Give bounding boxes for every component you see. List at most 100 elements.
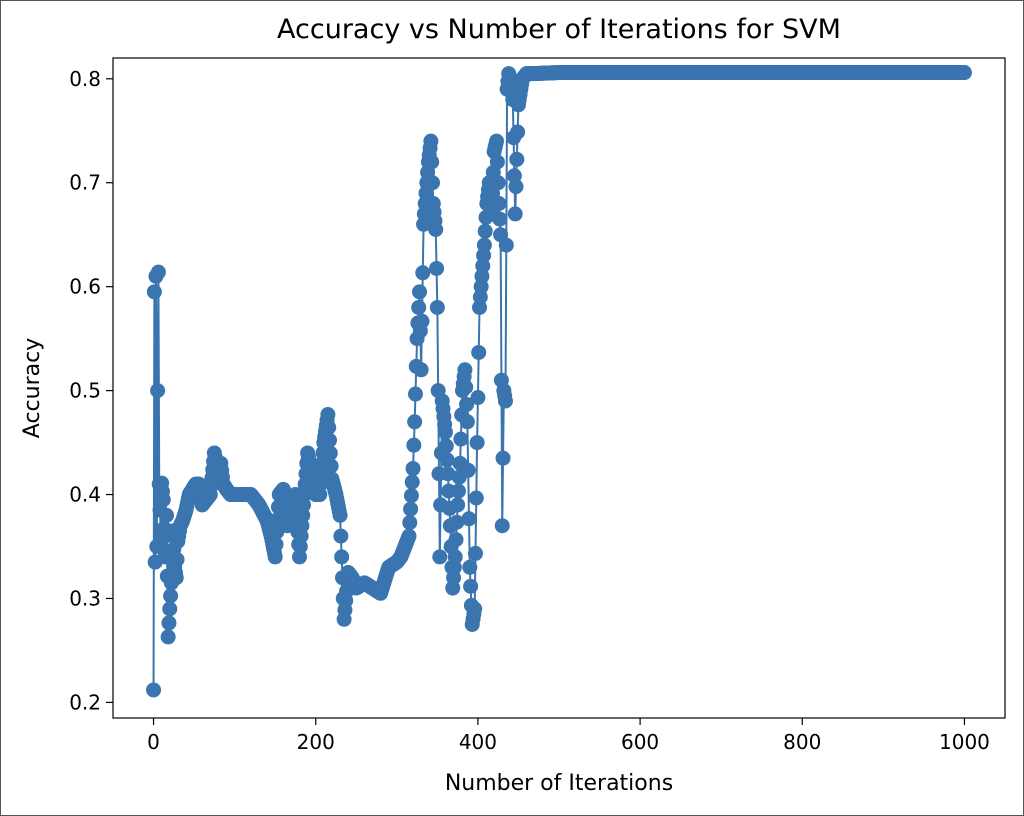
y-tick-label: 0.6 xyxy=(69,275,101,299)
data-point xyxy=(429,260,445,276)
chart-title: Accuracy vs Number of Iterations for SVM xyxy=(277,14,841,45)
x-axis-label: Number of Iterations xyxy=(445,771,673,796)
data-point xyxy=(160,629,176,645)
data-point xyxy=(403,501,419,517)
data-point xyxy=(439,452,455,468)
y-tick-label: 0.8 xyxy=(69,67,101,91)
data-point xyxy=(469,435,485,451)
data-point xyxy=(268,536,284,552)
data-point xyxy=(402,515,418,531)
data-point xyxy=(150,264,166,280)
series-layer xyxy=(146,65,972,698)
data-point xyxy=(453,431,469,447)
x-tick-label: 200 xyxy=(297,730,335,754)
x-tick-label: 0 xyxy=(147,730,160,754)
y-tick-label: 0.5 xyxy=(69,379,101,403)
data-point xyxy=(507,206,523,222)
data-point xyxy=(460,462,476,478)
data-point xyxy=(322,432,338,448)
data-point xyxy=(146,682,162,698)
data-point xyxy=(267,549,283,565)
x-tick-label: 1000 xyxy=(939,730,990,754)
data-point xyxy=(407,386,423,402)
data-point xyxy=(323,458,339,474)
data-point xyxy=(459,396,475,412)
data-point xyxy=(405,461,421,477)
data-point xyxy=(413,362,429,378)
y-axis: 0.2 0.3 0.4 0.5 0.6 0.7 0.8 xyxy=(69,67,113,714)
data-point xyxy=(491,196,507,212)
data-point xyxy=(403,488,419,504)
data-point xyxy=(404,474,420,490)
data-point xyxy=(448,532,464,548)
data-point xyxy=(463,578,479,594)
data-point xyxy=(490,175,506,191)
data-point xyxy=(510,124,526,140)
data-point xyxy=(489,154,505,170)
data-point xyxy=(162,601,178,617)
x-tick-label: 400 xyxy=(459,730,497,754)
x-axis: 0 200 400 600 800 1000 xyxy=(147,718,990,754)
data-point xyxy=(401,528,417,544)
data-point xyxy=(509,151,525,167)
data-point xyxy=(489,133,505,149)
data-point xyxy=(428,222,444,237)
plot-area-frame xyxy=(112,57,1006,719)
y-axis-label: Accuracy xyxy=(20,338,45,438)
data-point xyxy=(155,492,171,508)
data-point xyxy=(406,437,422,453)
data-point xyxy=(477,223,493,239)
y-tick-label: 0.7 xyxy=(69,171,101,195)
data-point xyxy=(159,507,175,523)
data-point xyxy=(471,344,487,360)
data-point xyxy=(411,299,427,315)
data-point xyxy=(470,390,486,406)
x-tick-label: 800 xyxy=(783,730,821,754)
data-point xyxy=(321,419,337,435)
data-point xyxy=(447,549,463,565)
data-point xyxy=(449,514,465,530)
data-point xyxy=(423,133,439,149)
data-point xyxy=(320,407,336,422)
data-point xyxy=(462,559,478,575)
y-tick-label: 0.4 xyxy=(69,483,101,507)
data-point xyxy=(468,490,484,506)
data-point xyxy=(333,528,349,544)
data-point xyxy=(458,379,474,395)
data-point xyxy=(459,414,475,430)
data-point xyxy=(467,601,483,617)
data-point xyxy=(494,518,510,534)
data-point xyxy=(476,237,492,253)
data-point xyxy=(497,393,513,409)
data-point xyxy=(334,549,350,565)
data-point xyxy=(169,552,185,567)
data-point xyxy=(432,549,448,565)
data-point xyxy=(168,570,184,586)
data-point xyxy=(495,450,511,466)
data-point xyxy=(425,175,440,191)
data-point xyxy=(440,466,456,482)
data-point xyxy=(461,511,477,527)
data-point xyxy=(150,383,166,399)
data-point xyxy=(467,545,483,561)
y-tick-label: 0.2 xyxy=(69,690,101,714)
y-tick-label: 0.3 xyxy=(69,586,101,610)
data-point xyxy=(438,438,454,454)
data-point xyxy=(407,414,423,430)
data-point xyxy=(163,588,179,604)
series-line xyxy=(152,71,965,690)
data-point xyxy=(450,483,466,499)
data-point xyxy=(429,299,445,315)
data-point xyxy=(322,445,338,461)
data-point xyxy=(956,65,972,81)
data-point xyxy=(161,615,177,631)
x-tick-label: 600 xyxy=(621,730,659,754)
data-point xyxy=(450,497,466,513)
data-point xyxy=(412,284,428,300)
data-point xyxy=(437,424,453,440)
data-point xyxy=(498,237,514,253)
data-point xyxy=(508,179,524,195)
data-point xyxy=(492,211,508,227)
data-point xyxy=(415,265,431,281)
